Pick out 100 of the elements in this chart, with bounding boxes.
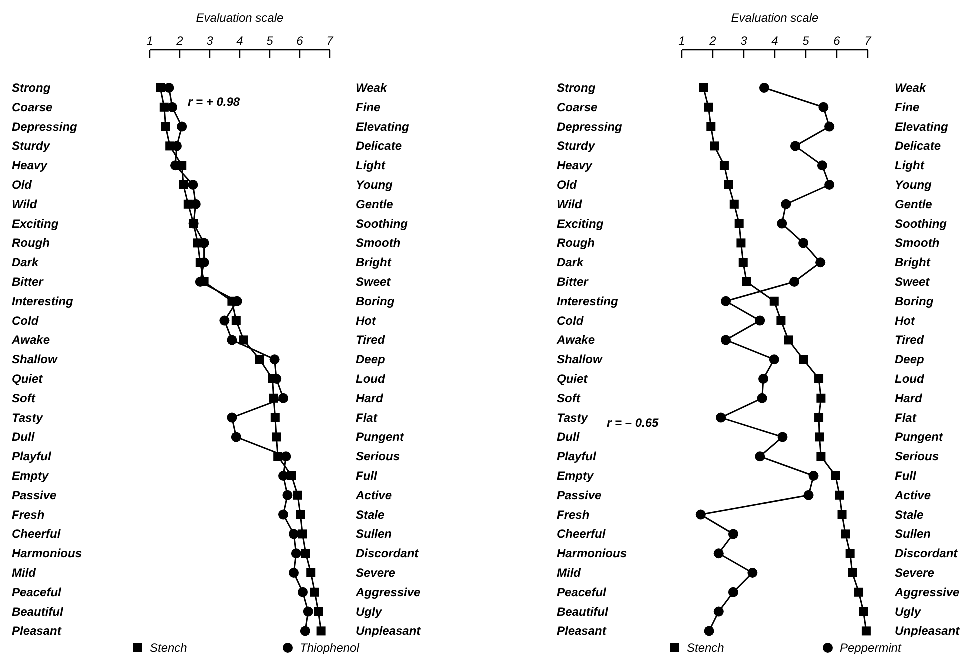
y2-tick-label: Smooth (356, 236, 401, 250)
y2-tick-label: Unpleasant (895, 624, 961, 638)
y-tick-label: Rough (12, 236, 50, 250)
y-tick-label: Passive (12, 488, 58, 502)
point (227, 335, 238, 346)
y-tick-label: Rough (557, 236, 595, 250)
point (730, 200, 739, 209)
point (720, 161, 729, 170)
y-tick-label: Cold (12, 314, 40, 328)
point (272, 432, 282, 442)
x-tick-label: 5 (802, 34, 810, 48)
point (838, 510, 847, 520)
point (291, 548, 302, 559)
y2-tick-label: Tired (356, 333, 386, 348)
y-tick-label: Playful (557, 450, 598, 464)
x-tick-label: 2 (176, 34, 184, 48)
y-tick-label: Heavy (557, 158, 594, 173)
point (270, 413, 280, 422)
y2-tick-label: Ugly (356, 604, 384, 619)
y2-tick-label: Discordant (356, 546, 420, 561)
point (706, 122, 716, 132)
y2-tick-label: Light (356, 158, 386, 173)
point (302, 549, 310, 558)
x-axis-title: Evaluation scale (731, 11, 820, 25)
x-tick-label: 1 (146, 34, 154, 48)
y2-tick-label: Flat (356, 410, 378, 425)
point (790, 277, 800, 287)
point (306, 568, 316, 578)
y-tick-label: Exciting (557, 216, 604, 231)
y-tick-label: Bitter (12, 275, 45, 289)
x-tick-label: 7 (326, 34, 335, 48)
x-tick-label: 7 (864, 34, 873, 48)
point (755, 316, 766, 326)
y2-tick-label: Aggressive (894, 585, 960, 600)
point (310, 588, 320, 597)
y-tick-label: Dark (557, 256, 586, 270)
y2-tick-label: Bright (356, 256, 392, 270)
y2-tick-label: Soothing (895, 216, 948, 231)
point (696, 510, 706, 520)
point (742, 278, 752, 286)
y2-tick-label: Serious (356, 450, 400, 464)
point (778, 432, 788, 442)
y-tick-label: Interesting (12, 294, 74, 308)
point (293, 490, 302, 500)
y-tick-label: Beautiful (557, 604, 609, 619)
point (699, 84, 708, 92)
y2-tick-label: Discordant (895, 546, 959, 561)
y2-tick-label: Unpleasant (356, 624, 422, 638)
point (784, 336, 794, 345)
point (776, 316, 786, 326)
y-tick-label: Depressing (12, 120, 78, 134)
point (255, 355, 264, 364)
point (835, 490, 844, 500)
y-tick-label: Harmonious (12, 546, 82, 561)
legend-label: Peppermint (840, 641, 902, 655)
point (156, 84, 165, 92)
y-tick-label: Passive (557, 488, 602, 502)
y-tick-label: Exciting (12, 216, 60, 231)
point (738, 258, 748, 268)
point (314, 607, 324, 616)
point (704, 102, 714, 112)
point (728, 529, 738, 540)
point (704, 626, 714, 636)
y2-tick-label: Fine (356, 100, 381, 114)
y-tick-label: Wild (12, 197, 38, 212)
x-tick-label: 6 (296, 34, 304, 48)
y2-tick-label: Boring (356, 294, 396, 308)
y-tick-label: Tasty (12, 410, 44, 425)
x-tick-label: 4 (772, 34, 779, 48)
point (289, 568, 299, 578)
point (808, 471, 819, 481)
y-tick-label: Soft (557, 391, 582, 406)
y-tick-label: Empty (557, 469, 595, 483)
point (168, 102, 178, 112)
point (710, 142, 720, 151)
y2-tick-label: Deep (356, 352, 386, 367)
y2-tick-label: Severe (356, 566, 396, 580)
point (769, 354, 780, 365)
legend-label: Stench (150, 641, 188, 655)
point (831, 472, 840, 480)
y-tick-label: Fresh (12, 508, 45, 522)
point (724, 180, 734, 190)
y2-tick-label: Soothing (356, 216, 409, 231)
point (824, 180, 835, 190)
y2-tick-label: Young (356, 178, 394, 192)
legend-label: Stench (687, 641, 725, 655)
y-tick-label: Empty (12, 469, 50, 483)
point (755, 452, 766, 462)
point (303, 606, 314, 617)
point (854, 588, 864, 597)
x-tick-label: 2 (708, 34, 717, 48)
y2-tick-label: Smooth (895, 236, 940, 250)
y-tick-label: Coarse (12, 100, 54, 114)
y2-tick-label: Weak (895, 81, 928, 95)
y-tick-label: Awake (11, 333, 50, 348)
y-tick-label: Old (12, 178, 33, 192)
point (758, 374, 769, 384)
point (296, 510, 306, 520)
y-tick-label: Shallow (557, 352, 604, 367)
x-axis-title: Evaluation scale (196, 11, 284, 25)
